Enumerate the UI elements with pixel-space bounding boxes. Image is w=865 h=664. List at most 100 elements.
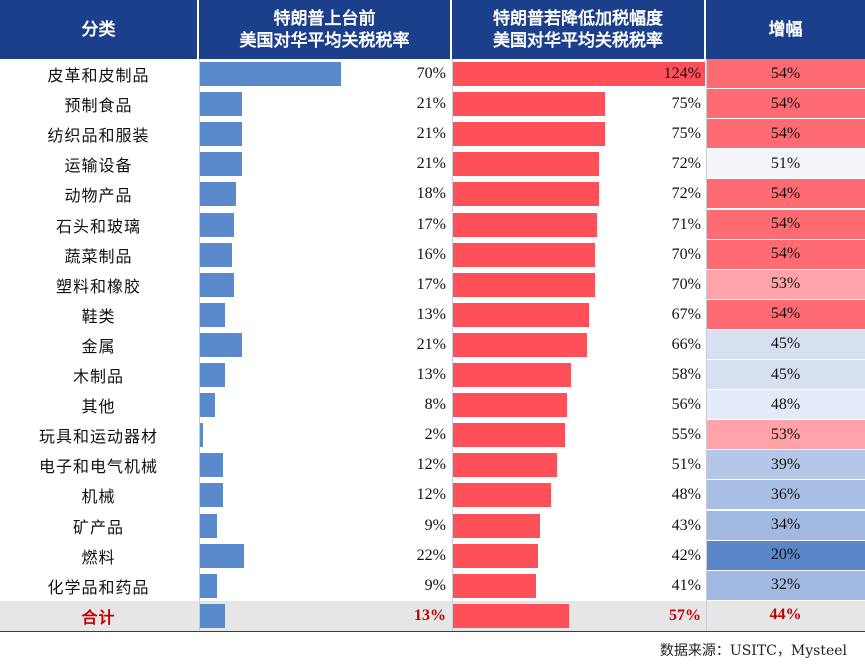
value-after: 66%	[671, 335, 701, 353]
bar-before	[199, 423, 204, 448]
bar-before	[199, 573, 218, 598]
value-increase: 20%	[706, 540, 865, 570]
column-divider	[452, 59, 453, 631]
header-increase: 增幅	[706, 0, 865, 59]
value-after: 72%	[671, 185, 701, 203]
row-category: 鞋类	[81, 306, 116, 326]
value-after: 43%	[671, 516, 701, 534]
value-increase: 54%	[706, 179, 865, 209]
table-row: 木制品 13% 58% 45%	[0, 360, 865, 390]
bar-before	[199, 62, 342, 86]
bar-after	[453, 152, 600, 177]
value-before: 17%	[416, 275, 446, 293]
value-before: 21%	[416, 155, 446, 173]
bar-before	[199, 483, 224, 508]
bar-after	[453, 92, 606, 117]
table-row: 动物产品 18% 72% 54%	[0, 179, 865, 209]
table-row: 其他 8% 56% 48%	[0, 390, 865, 420]
value-after: 75%	[671, 95, 701, 113]
column-divider	[199, 59, 200, 631]
table-row: 鞋类 13% 67% 54%	[0, 299, 865, 330]
table-row: 机械 12% 48% 36%	[0, 480, 865, 510]
bar-after	[453, 603, 569, 628]
bar-after	[453, 182, 600, 207]
value-before: 21%	[416, 335, 446, 353]
row-category: 塑料和橡胶	[55, 276, 141, 296]
value-before: 13%	[416, 366, 446, 383]
table-row: 金属 21% 66% 45%	[0, 329, 865, 360]
value-after: 55%	[671, 426, 701, 444]
table-row: 石头和玻璃 17% 71% 54%	[0, 209, 865, 240]
value-after: 41%	[671, 576, 701, 594]
value-before: 12%	[416, 486, 446, 504]
value-increase: 34%	[706, 510, 865, 540]
bar-before	[199, 92, 242, 117]
row-category: 纺织品和服装	[47, 126, 150, 146]
bar-after	[453, 513, 541, 538]
table-row: 预制食品 21% 75% 54%	[0, 89, 865, 119]
value-after: 75%	[671, 125, 701, 143]
bar-after	[453, 393, 567, 418]
value-before: 13%	[414, 606, 446, 624]
row-category: 木制品	[72, 367, 124, 386]
bar-before	[199, 603, 226, 628]
table-row: 皮革和皮制品 70% 124% 54%	[0, 59, 865, 89]
value-after: 42%	[671, 546, 701, 564]
table-row: 电子和电气机械 12% 51% 39%	[0, 450, 865, 480]
bar-before	[199, 272, 234, 297]
value-increase: 44%	[769, 606, 802, 624]
value-increase: 45%	[706, 329, 865, 359]
row-category: 金属	[81, 336, 116, 356]
bar-after	[453, 62, 705, 86]
row-category: 石头和玻璃	[55, 216, 141, 236]
bar-before	[199, 122, 242, 147]
value-before: 16%	[416, 245, 446, 263]
value-increase: 39%	[706, 450, 865, 480]
value-before: 70%	[416, 65, 446, 82]
total-row: 合计 13% 57% 44%	[0, 600, 865, 631]
value-after: 72%	[671, 155, 701, 173]
row-category: 其他	[81, 397, 116, 417]
header-before: 特朗普上台前 美国对华平均关税税率	[199, 0, 452, 59]
bar-before	[199, 332, 242, 357]
bar-after	[453, 272, 596, 297]
bar-before	[199, 513, 218, 538]
bar-after	[453, 242, 596, 267]
bottom-border	[0, 630, 865, 632]
value-before: 22%	[416, 546, 446, 564]
value-before: 18%	[416, 185, 446, 203]
total-label: 合计	[81, 607, 116, 627]
table-row: 燃料 22% 42% 20%	[0, 540, 865, 571]
value-after: 58%	[671, 366, 701, 383]
value-increase: 53%	[706, 420, 865, 450]
value-increase: 54%	[706, 119, 865, 149]
row-category: 运输设备	[64, 156, 133, 176]
value-increase: 54%	[706, 209, 865, 239]
header-after: 特朗普若降低加税幅度 美国对华平均关税税率	[452, 0, 706, 59]
table-row: 矿产品 9% 43% 34%	[0, 510, 865, 541]
value-before: 8%	[424, 396, 446, 414]
bar-before	[199, 302, 226, 327]
bar-before	[199, 182, 236, 207]
bar-after	[453, 483, 551, 508]
table-row: 纺织品和服装 21% 75% 54%	[0, 119, 865, 149]
row-category: 预制食品	[64, 96, 133, 116]
value-before: 13%	[416, 305, 446, 323]
row-category: 皮革和皮制品	[47, 66, 150, 85]
value-after: 124%	[663, 65, 701, 82]
table-row: 塑料和橡胶 17% 70% 53%	[0, 269, 865, 300]
bar-before	[199, 363, 226, 387]
bar-before	[199, 453, 224, 478]
value-before: 9%	[424, 516, 446, 534]
bar-before	[199, 212, 234, 237]
bar-before	[199, 152, 242, 177]
row-category: 化学品和药品	[47, 577, 150, 597]
table-row: 玩具和运动器材 2% 55% 53%	[0, 420, 865, 450]
bar-after	[453, 573, 537, 598]
bar-before	[199, 393, 216, 418]
bar-before	[199, 543, 244, 568]
value-after: 70%	[671, 245, 701, 263]
value-increase: 54%	[706, 89, 865, 119]
row-category: 蔬菜制品	[64, 246, 133, 266]
value-after: 70%	[671, 275, 701, 293]
